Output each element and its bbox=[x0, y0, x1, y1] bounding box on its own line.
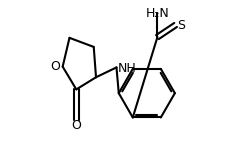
Text: H₂N: H₂N bbox=[146, 7, 169, 20]
Text: NH: NH bbox=[118, 62, 137, 75]
Text: S: S bbox=[177, 19, 185, 32]
Text: O: O bbox=[71, 119, 81, 132]
Text: O: O bbox=[50, 60, 60, 73]
